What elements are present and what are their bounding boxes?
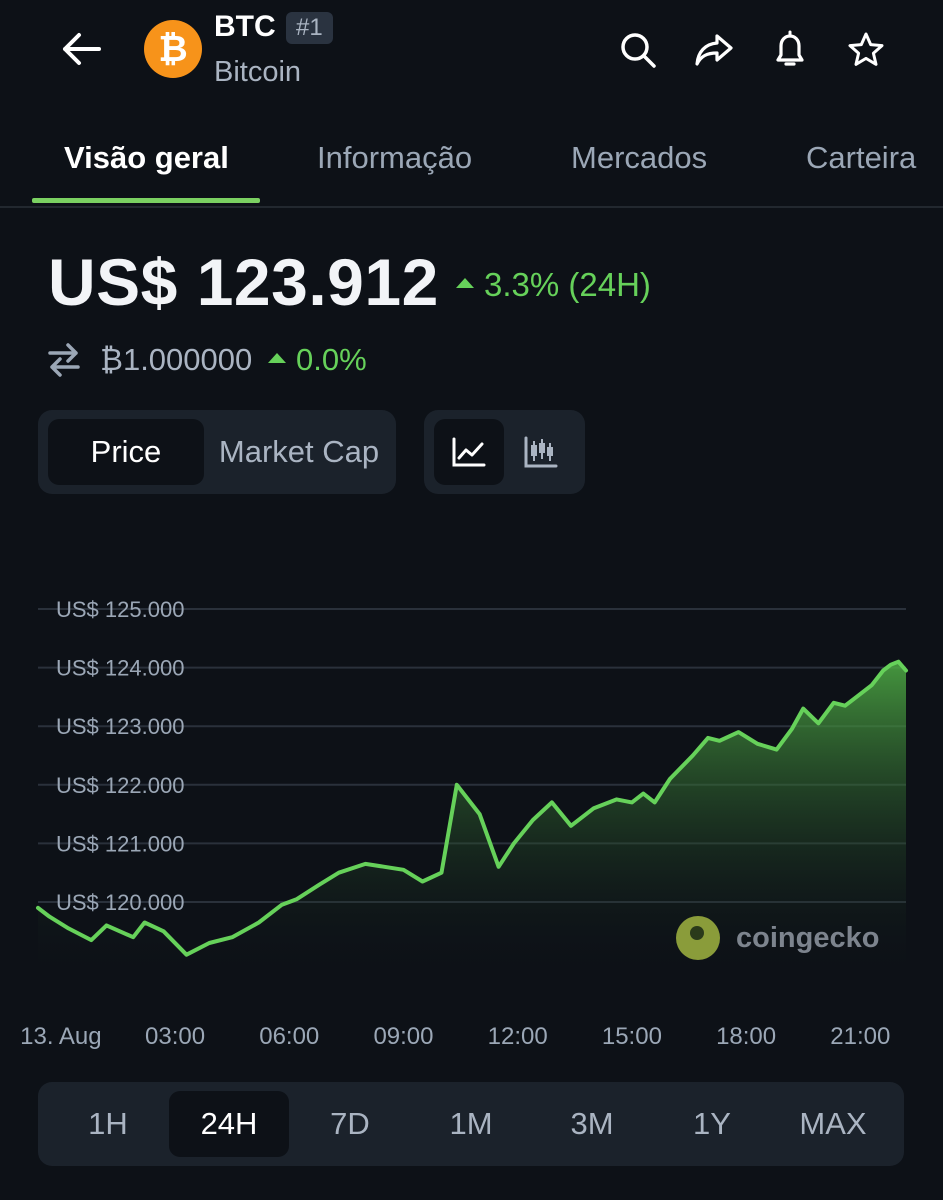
favorite-button[interactable] [842,26,890,74]
bitcoin-logo-icon: ₿ [144,20,202,78]
coin-ticker: BTC [214,10,276,43]
coin-name: Bitcoin [214,56,302,88]
price-change-24h: 3.3% (24H) [456,266,651,304]
rank-badge: #1 [286,12,333,44]
x-tick-label: 21:00 [830,1023,890,1050]
alert-button[interactable] [766,26,814,74]
coingecko-logo-icon [676,916,720,960]
candlestick-chart-option[interactable] [506,419,576,485]
back-button[interactable] [56,26,106,72]
y-tick-label: US$ 125.000 [56,597,184,622]
tab-information[interactable]: Informação [317,140,473,175]
up-triangle-icon [268,352,286,363]
star-icon [848,32,884,66]
tab-portfolio[interactable]: Carteira [806,140,917,175]
btc-price: ₿1.000000 [100,342,253,377]
tab-markets[interactable]: Mercados [571,140,708,175]
search-icon [621,33,656,68]
current-price: US$ 123.912 [48,245,439,319]
watermark-text: coingecko [736,921,880,954]
y-tick-label: US$ 122.000 [56,773,184,798]
active-tab-indicator [32,198,260,203]
share-button[interactable] [690,26,738,74]
tab-bar: Visão geral Informação Mercados Carteira [0,110,943,208]
range-max[interactable]: MAX [799,1106,867,1141]
arrow-left-icon [63,33,101,65]
range-24h[interactable]: 24H [169,1091,289,1157]
x-tick-label: 18:00 [716,1023,776,1050]
y-tick-label: US$ 120.000 [56,890,184,915]
price-option[interactable]: Price [48,419,204,485]
swap-arrows-icon [48,343,80,377]
y-tick-label: US$ 123.000 [56,714,184,739]
search-button[interactable] [614,26,662,74]
share-icon [695,34,733,66]
range-7d[interactable]: 7D [330,1106,370,1141]
y-tick-label: US$ 121.000 [56,831,184,856]
x-tick-label: 06:00 [259,1023,319,1050]
range-1y[interactable]: 1Y [693,1106,731,1141]
time-range-selector: 1H 24H 7D 1M 3M 1Y MAX [38,1082,904,1166]
range-3m[interactable]: 3M [570,1106,614,1141]
range-1h[interactable]: 1H [88,1106,128,1141]
x-tick-label: 12:00 [488,1023,548,1050]
coingecko-watermark: coingecko [676,916,879,960]
x-tick-label: 13. Aug [20,1023,101,1050]
x-tick-label: 09:00 [373,1023,433,1050]
chart-type-toggle [424,410,585,494]
x-tick-label: 03:00 [145,1023,205,1050]
x-tick-label: 15:00 [602,1023,662,1050]
btc-price-change: 0.0% [268,342,367,378]
range-1m[interactable]: 1M [449,1106,493,1141]
market-cap-option[interactable]: Market Cap [218,434,380,469]
price-area-fill [38,661,906,979]
line-chart-option[interactable] [434,419,504,485]
price-series-line [36,659,908,957]
tab-overview[interactable]: Visão geral [64,140,229,175]
btc-change-text: 0.0% [296,342,367,377]
line-chart-icon [452,437,486,467]
price-chart[interactable]: US$ 120.000 US$ 121.000 US$ 122.000 US$ 123… [0,560,943,1060]
candlestick-chart-icon [524,436,558,468]
bell-icon [776,30,804,66]
up-triangle-icon [456,278,474,289]
coin-header: ₿ BTC #1 Bitcoin [0,0,943,110]
metric-toggle: Price Market Cap [38,410,396,494]
y-tick-label: US$ 124.000 [56,656,184,681]
price-change-text: 3.3% (24H) [484,266,651,303]
